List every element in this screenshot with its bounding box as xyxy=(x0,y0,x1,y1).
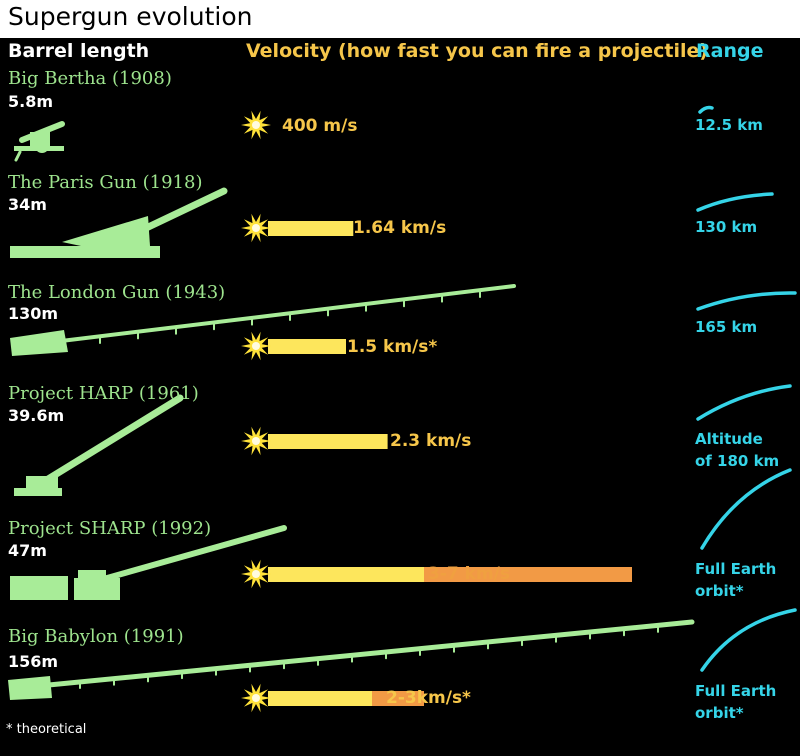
range-arc xyxy=(698,105,714,114)
paris-gun-mount xyxy=(62,216,150,250)
range-arc xyxy=(696,192,774,212)
velocity-bar xyxy=(268,434,388,449)
gun-name: Big Bertha (1908) xyxy=(8,68,172,89)
range-label: 165 km xyxy=(695,318,758,336)
range-arcs xyxy=(696,105,797,672)
range-label: 12.5 km xyxy=(695,116,763,134)
velocity-label: 3-7 km/s xyxy=(428,564,510,584)
gun-silhouettes xyxy=(8,121,695,700)
range-label: 130 km xyxy=(695,218,758,236)
range-arc xyxy=(700,468,792,550)
header-barrel-length: Barrel length xyxy=(8,40,150,62)
barrel-length: 130m xyxy=(8,304,59,323)
gun-name: The London Gun (1943) xyxy=(8,282,226,303)
barrel-length: 5.8m xyxy=(8,92,54,111)
muzzle-flash-core xyxy=(252,342,260,350)
gun-name: Project SHARP (1992) xyxy=(8,518,212,539)
barrel-length: 156m xyxy=(8,652,59,671)
barrel-length: 39.6m xyxy=(8,406,65,425)
barrel-length: 34m xyxy=(8,195,47,214)
velocity-label: 1.5 km/s* xyxy=(347,337,438,357)
big-babylon-breech xyxy=(8,676,52,700)
paris-gun-base xyxy=(10,246,160,258)
title-bar: Supergun evolution xyxy=(0,0,800,38)
sharp-turret xyxy=(78,570,106,580)
range-label: Full Earth orbit* xyxy=(695,560,777,600)
range-label: Altitude of 180 km xyxy=(695,430,780,470)
muzzle-flash-core xyxy=(252,121,260,129)
range-label: Full Earth orbit* xyxy=(695,682,777,722)
velocity-bar xyxy=(268,567,424,582)
sharp-building-2 xyxy=(74,578,120,600)
velocity-bar xyxy=(268,339,346,354)
velocity-bars xyxy=(268,221,632,706)
harp-barrel xyxy=(36,394,184,488)
range-arc xyxy=(696,291,797,311)
velocity-label: 2-3km/s* xyxy=(386,688,471,708)
muzzle-flash-core xyxy=(252,224,260,232)
velocity-bar-range xyxy=(424,567,632,582)
chart-title: Supergun evolution xyxy=(8,2,253,31)
velocity-label: 400 m/s xyxy=(282,116,358,136)
barrel-length: 47m xyxy=(8,541,47,560)
big-bertha-wheel xyxy=(35,139,49,153)
big-bertha-leg xyxy=(14,150,22,162)
big-babylon-barrel xyxy=(15,619,695,691)
muzzle-flash-core xyxy=(252,570,260,578)
london-gun-barrel xyxy=(18,284,516,348)
sharp-building-1 xyxy=(10,576,68,600)
sharp-barrel xyxy=(97,525,287,583)
muzzle-flash-core xyxy=(252,437,260,445)
muzzle-flash-core xyxy=(252,694,260,702)
header-range: Range xyxy=(696,40,764,62)
harp-base xyxy=(14,488,62,496)
header-velocity: Velocity (how fast you can fire a projec… xyxy=(246,40,709,62)
velocity-bar xyxy=(268,691,372,706)
gun-name: Project HARP (1961) xyxy=(8,383,199,404)
footnote: * theoretical xyxy=(6,722,87,737)
velocity-label: 2.3 km/s xyxy=(390,431,472,451)
range-arc xyxy=(700,608,797,672)
velocity-label: 1.64 km/s xyxy=(353,218,447,238)
range-arc xyxy=(696,384,792,421)
velocity-bar-range xyxy=(372,691,424,706)
muzzle-flashes xyxy=(241,110,271,713)
velocity-bar xyxy=(268,221,354,236)
gun-name: Big Babylon (1991) xyxy=(8,626,184,647)
london-gun-breech xyxy=(10,330,68,356)
gun-name: The Paris Gun (1918) xyxy=(8,172,203,193)
